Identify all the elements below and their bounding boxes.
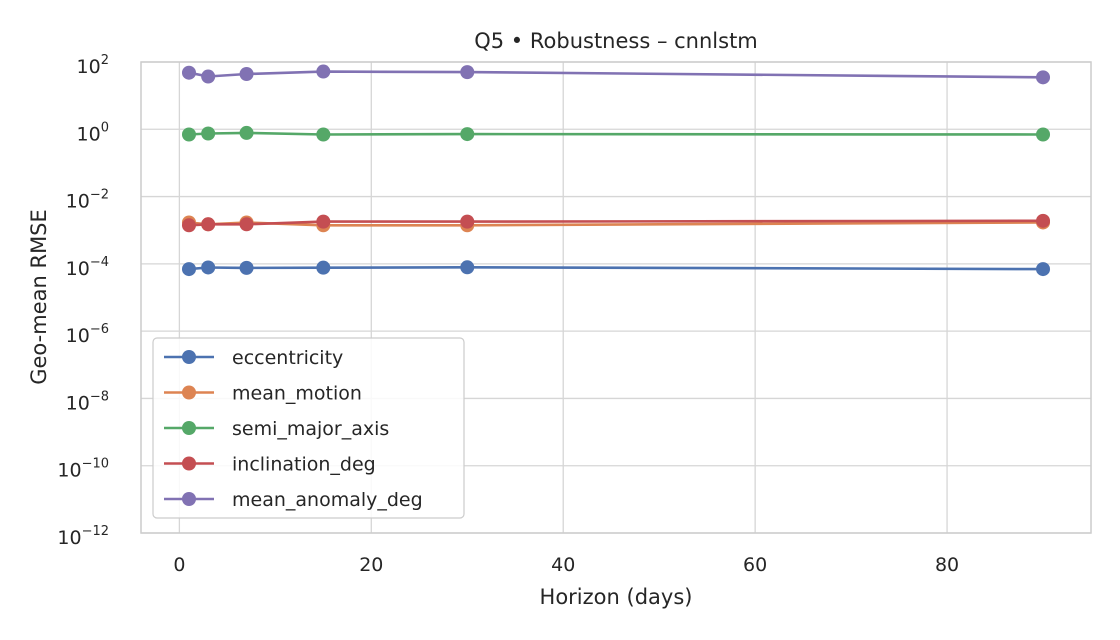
- data-point: [181, 65, 196, 80]
- legend-marker: [182, 385, 196, 400]
- y-tick-label: 10−12: [57, 524, 109, 549]
- data-point: [239, 66, 254, 81]
- legend-marker: [182, 456, 196, 471]
- data-point: [181, 127, 196, 142]
- y-tick-labels: 102 100 10−2 10−4 10−6 10−8 10−10 10−12: [57, 53, 109, 549]
- legend-label: semi_major_axis: [232, 418, 389, 440]
- x-tick-label: 0: [173, 554, 185, 576]
- series-lines: [181, 64, 1051, 277]
- x-tick-label: 60: [743, 554, 767, 576]
- legend-item: inclination_deg: [164, 454, 376, 476]
- legend-item: semi_major_axis: [164, 418, 389, 440]
- legend-box: [152, 337, 465, 519]
- data-point: [1036, 262, 1051, 277]
- chart-title: Q5 • Robustness – cnnlstm: [474, 29, 758, 53]
- series-semi_major_axis: [181, 125, 1051, 142]
- data-point: [239, 217, 254, 232]
- series-mean_anomaly_deg: [181, 64, 1051, 85]
- plot-frame: [140, 61, 1092, 534]
- data-point: [181, 262, 196, 277]
- data-point: [316, 260, 331, 275]
- data-point: [460, 260, 475, 275]
- x-axis-label: Horizon (days): [540, 585, 693, 609]
- data-point: [460, 214, 475, 229]
- data-point: [1036, 213, 1051, 228]
- x-tick-labels: 0 20 40 60 80: [173, 554, 959, 576]
- legend-marker: [182, 350, 196, 364]
- y-tick-label: 10−2: [66, 188, 109, 213]
- legend-marker: [182, 492, 196, 506]
- data-point: [201, 260, 216, 275]
- legend-label: eccentricity: [232, 347, 343, 369]
- data-point: [1036, 70, 1051, 85]
- y-tick-label: 102: [77, 53, 109, 78]
- data-point: [460, 127, 475, 142]
- data-point: [201, 69, 216, 84]
- data-point: [239, 260, 254, 275]
- data-point: [460, 65, 475, 80]
- legend-label: mean_motion: [232, 383, 362, 405]
- data-point: [181, 218, 196, 233]
- x-tick-label: 80: [935, 554, 959, 576]
- y-tick-label: 10−10: [57, 457, 109, 482]
- legend-item: mean_motion: [164, 383, 362, 405]
- series-inclination_deg: [181, 213, 1051, 233]
- data-point: [316, 214, 331, 229]
- y-tick-label: 10−8: [66, 389, 109, 414]
- legend-marker: [182, 421, 196, 435]
- x-tick-label: 40: [551, 554, 575, 576]
- series-mean_motion: [181, 215, 1051, 233]
- y-tick-label: 10−6: [66, 322, 109, 347]
- data-point: [201, 217, 216, 232]
- legend-label: inclination_deg: [232, 454, 376, 476]
- y-axis-label: Geo-mean RMSE: [27, 209, 51, 385]
- data-point: [316, 64, 331, 79]
- data-point: [1036, 127, 1051, 142]
- data-point: [316, 127, 331, 142]
- legend-item: eccentricity: [164, 347, 343, 369]
- data-point: [239, 125, 254, 140]
- legend: eccentricity mean_motion semi_major_axisin…: [152, 337, 465, 519]
- y-tick-label: 10−4: [66, 255, 109, 280]
- legend-label: mean_anomaly_deg: [232, 489, 423, 511]
- data-point: [201, 126, 216, 141]
- x-tick-label: 20: [359, 554, 383, 576]
- y-tick-label: 100: [77, 120, 109, 145]
- series-eccentricity: [181, 260, 1051, 277]
- legend-item: mean_anomaly_deg: [164, 489, 423, 511]
